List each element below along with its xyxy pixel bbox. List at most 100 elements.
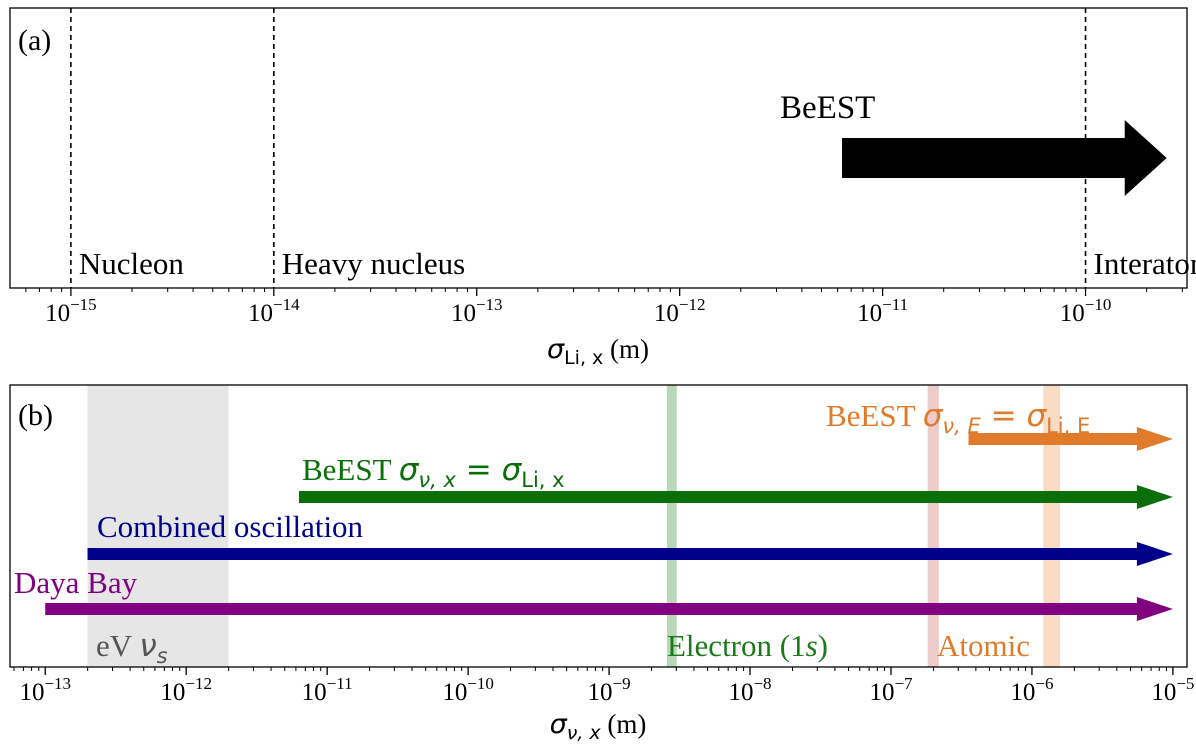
panel-a-label: (a) xyxy=(18,24,51,57)
tick-label: 10−9 xyxy=(588,674,631,706)
beest-energy-label: BeEST σν, E = σLi, E xyxy=(826,398,1090,438)
panel-a-xlabel-unit: (m) xyxy=(610,334,649,364)
combined-oscillation-arrow xyxy=(87,542,1173,566)
panel-b: (b) BeEST σν, E = σLi, E BeEST σν, x = σ… xyxy=(9,384,1194,744)
tick-label: 10−6 xyxy=(1010,674,1053,706)
tick-label: 10−14 xyxy=(248,295,300,327)
tick-label-exponent: −6 xyxy=(1035,674,1053,693)
tick-label: 10−7 xyxy=(869,674,913,706)
panel-a-ticks: 10−15 10−14 10−13 10−12 10−11 10−10 xyxy=(25,288,1183,327)
tick-label: 10−11 xyxy=(857,295,908,327)
beest-energy-rhs-sub: Li, E xyxy=(1046,414,1090,438)
tick-label-base: 10 xyxy=(451,300,476,327)
tick-label-base: 10 xyxy=(857,300,882,327)
tick-label-exponent: −13 xyxy=(476,295,503,314)
beest-position-rhs-sub: Li, x xyxy=(521,468,564,492)
tick-label-exponent: −7 xyxy=(894,674,913,693)
panel-b-label: (b) xyxy=(18,399,53,432)
beest-position-rhs-symbol: σ xyxy=(502,452,523,488)
tick-label-base: 10 xyxy=(302,679,327,706)
daya-bay-label: Daya Bay xyxy=(14,565,138,600)
tick-label-base: 10 xyxy=(1010,679,1035,706)
tick-label-base: 10 xyxy=(588,679,613,706)
beest-position-lhs-symbol: σ xyxy=(399,452,420,488)
tick-label: 10−8 xyxy=(728,674,771,706)
tick-label-base: 10 xyxy=(728,679,753,706)
tick-label-base: 10 xyxy=(442,679,467,706)
daya-bay-arrow xyxy=(45,597,1173,621)
tick-label-exponent: −13 xyxy=(44,674,71,693)
ev-sterile-nu-symbol: ν xyxy=(139,628,156,664)
tick-label: 10−5 xyxy=(1151,674,1194,706)
panel-b-xlabel-symbol: σ xyxy=(550,709,568,740)
beest-arrow-label: BeEST xyxy=(780,90,875,126)
panel-b-frame xyxy=(9,384,1188,668)
tick-label-exponent: −10 xyxy=(1085,295,1112,314)
tick-label-exponent: −5 xyxy=(1176,674,1194,693)
beest-energy-label-prefix: BeEST xyxy=(826,398,923,433)
electron-label-prefix: Electron (1 xyxy=(667,628,806,663)
tick-label: 10−15 xyxy=(45,295,97,327)
beest-energy-lhs-symbol: σ xyxy=(923,398,944,434)
ev-sterile-prefix: eV xyxy=(96,628,139,663)
tick-label-exponent: −8 xyxy=(753,674,771,693)
beest-energy-rhs-symbol: σ xyxy=(1026,398,1047,434)
panel-a: (a) Nucleon Heavy nucleus Interatomic BeES… xyxy=(9,7,1196,369)
panel-b-ticks: 10−13 10−12 10−11 10−10 10−9 10−8 10−7 10−6 10−5 xyxy=(13,667,1194,706)
combined-oscillation-label: Combined oscillation xyxy=(97,509,364,544)
beest-position-lhs-sub: ν, x xyxy=(418,468,456,492)
panel-b-xlabel-sub: ν, x xyxy=(567,722,602,744)
tick-label-base: 10 xyxy=(248,300,273,327)
tick-label-base: 10 xyxy=(45,300,70,327)
tick-label: 10−10 xyxy=(442,674,494,706)
tick-label-exponent: −10 xyxy=(467,674,494,693)
beest-position-equals: = xyxy=(456,452,502,488)
beest-energy-lhs-sub: ν, E xyxy=(942,414,981,438)
beest-energy-equals: = xyxy=(981,398,1027,434)
reference-line-label: Nucleon xyxy=(79,246,185,281)
tick-label-base: 10 xyxy=(19,679,44,706)
reference-line-label: Heavy nucleus xyxy=(282,246,465,281)
tick-label: 10−10 xyxy=(1060,295,1112,327)
tick-label: 10−12 xyxy=(160,674,212,706)
panel-b-arrows xyxy=(45,427,1173,621)
panel-a-reference-lines: Nucleon Heavy nucleus Interatomic xyxy=(70,8,1196,288)
electron-1s-band xyxy=(666,385,677,667)
electron-label-suffix: ) xyxy=(818,628,828,663)
beest-position-arrow xyxy=(298,485,1173,509)
tick-label: 10−12 xyxy=(654,295,706,327)
tick-label: 10−11 xyxy=(302,674,353,706)
atomic-band-label: Atomic xyxy=(937,628,1030,663)
panel-b-xlabel: σν, x (m) xyxy=(550,709,647,744)
tick-label-base: 10 xyxy=(1151,679,1176,706)
tick-label-base: 10 xyxy=(869,679,894,706)
tick-label-exponent: −15 xyxy=(70,295,97,314)
eV-sterile-band xyxy=(87,385,229,667)
tick-label-exponent: −14 xyxy=(273,295,300,314)
electron-band-label: Electron (1s) xyxy=(667,628,828,663)
panel-a-xlabel-sub: Li, x xyxy=(564,347,603,369)
tick-label-exponent: −12 xyxy=(679,295,706,314)
panel-b-bands xyxy=(87,385,1061,667)
panel-b-xlabel-space xyxy=(601,709,608,739)
beest-arrow xyxy=(842,120,1167,196)
tick-label: 10−13 xyxy=(451,295,503,327)
atomic-2-band xyxy=(1043,385,1061,667)
atomic-1-band xyxy=(927,385,939,667)
ev-sterile-nu-sub: s xyxy=(157,644,168,668)
tick-label-exponent: −11 xyxy=(882,295,908,314)
electron-label-orbital: s xyxy=(806,628,818,663)
beest-energy-arrow xyxy=(968,427,1173,451)
tick-label-exponent: −12 xyxy=(185,674,212,693)
panel-b-xlabel-unit: (m) xyxy=(607,709,646,739)
tick-label-base: 10 xyxy=(654,300,679,327)
beest-position-label-prefix: BeEST xyxy=(302,452,399,487)
tick-label-base: 10 xyxy=(160,679,185,706)
reference-line-label: Interatomic xyxy=(1094,246,1196,281)
panel-a-xlabel: σLi, x (m) xyxy=(547,334,649,369)
tick-label-exponent: −11 xyxy=(327,674,353,693)
tick-label-base: 10 xyxy=(1060,300,1085,327)
tick-label-exponent: −9 xyxy=(613,674,631,693)
panel-a-xlabel-symbol: σ xyxy=(547,334,565,365)
